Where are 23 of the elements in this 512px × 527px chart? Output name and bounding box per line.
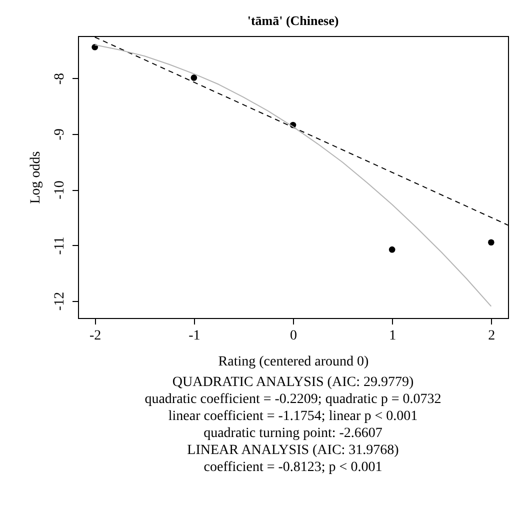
text: QUADRATIC ANALYSIS (AIC: 29.9779) bbox=[171, 374, 415, 391]
x-tick-label: -1 bbox=[188, 328, 200, 344]
point bbox=[92, 44, 98, 50]
text: coefficient = -0.8123; p < 0.001 bbox=[202, 459, 384, 476]
text: LINEAR ANALYSIS (AIC: 31.9768) bbox=[186, 442, 400, 459]
text: quadratic turning point: -2.6607 bbox=[202, 425, 384, 442]
y-tick-label: -12 bbox=[52, 292, 68, 311]
y-tick-label: -8 bbox=[52, 72, 68, 85]
x-tick-label: 1 bbox=[389, 328, 396, 344]
point bbox=[388, 246, 396, 253]
chart-title: 'tāmā' (Chinese) bbox=[247, 13, 339, 28]
x-axis-title: Rating (centered around 0) bbox=[218, 354, 370, 370]
y-axis-title: Log odds bbox=[28, 151, 44, 204]
x-tick-label: 0 bbox=[290, 328, 297, 344]
y-tick-label: -9 bbox=[52, 128, 68, 140]
point bbox=[190, 74, 198, 81]
point bbox=[488, 239, 494, 246]
y-tick-label: -11 bbox=[52, 236, 68, 255]
x-tick-label: -2 bbox=[90, 328, 102, 344]
x-tick-label: 2 bbox=[488, 328, 496, 344]
text: quadratic coefficient = -0.2209; quadratic p = 0.0732 bbox=[144, 391, 442, 408]
y-tick-label: -10 bbox=[52, 180, 68, 200]
text: linear coefficient = -1.1754; linear p < 0.001 bbox=[167, 408, 419, 425]
